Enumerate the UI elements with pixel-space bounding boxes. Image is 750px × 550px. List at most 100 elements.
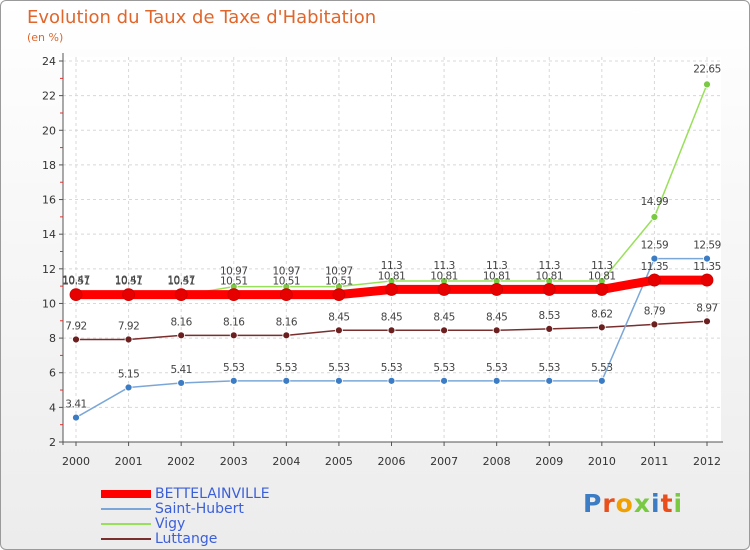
data-label: 11.35: [693, 261, 721, 273]
legend-item: Saint-Hubert: [101, 501, 321, 517]
data-label: 10.97: [220, 266, 248, 278]
data-point: [124, 383, 133, 392]
data-label: 10.97: [325, 266, 353, 278]
y-tick-label: 10: [42, 297, 56, 310]
data-point: [650, 320, 659, 329]
data-label: 8.45: [486, 311, 507, 323]
data-label: 5.53: [223, 362, 244, 374]
data-label: 5.15: [118, 368, 139, 380]
data-point: [700, 273, 714, 287]
data-label: 8.79: [644, 305, 665, 317]
data-label: 14.99: [641, 196, 669, 208]
data-point: [703, 317, 711, 326]
y-tick-label: 24: [42, 55, 56, 68]
data-label: 11.3: [381, 260, 402, 272]
data-label: 5.53: [433, 362, 454, 374]
data-point: [69, 288, 83, 302]
data-label: 8.45: [381, 311, 402, 323]
data-point: [703, 80, 711, 89]
data-point: [227, 288, 241, 302]
data-label: 12.59: [693, 240, 721, 252]
data-point: [282, 331, 291, 340]
data-label: 8.62: [591, 308, 612, 320]
data-point: [385, 283, 398, 296]
data-label: 10.47: [167, 274, 195, 286]
data-point: [335, 326, 343, 335]
data-point: [387, 376, 396, 385]
data-point: [282, 376, 291, 385]
data-point: [174, 288, 188, 302]
y-tick-label: 12: [42, 263, 56, 276]
x-tick-label: 2006: [378, 455, 406, 468]
data-point: [703, 254, 711, 263]
x-tick-label: 2003: [220, 455, 248, 468]
data-point: [332, 288, 346, 302]
x-tick-label: 2011: [640, 455, 668, 468]
data-label: 8.16: [276, 316, 298, 328]
data-label: 5.41: [170, 364, 191, 376]
brand-logo: Proxiti: [583, 489, 684, 518]
data-label: 8.16: [223, 316, 245, 328]
data-point: [229, 376, 238, 385]
data-label: 11.3: [539, 260, 560, 272]
data-point: [177, 379, 186, 387]
legend-item: BETTELAINVILLE: [101, 486, 321, 502]
legend-label: BETTELAINVILLE: [155, 486, 270, 502]
data-label: 12.59: [641, 240, 669, 252]
data-label: 5.53: [328, 362, 349, 374]
y-tick-label: 6: [49, 367, 56, 380]
data-point: [597, 376, 606, 385]
x-tick-label: 2007: [430, 455, 458, 468]
y-tick-label: 22: [42, 90, 56, 103]
data-label: 10.51: [220, 276, 248, 288]
data-label: 10.47: [115, 274, 143, 286]
chart-subtitle: (en %): [27, 31, 64, 44]
legend-swatch: [101, 490, 151, 498]
data-point: [72, 335, 80, 344]
data-label: 7.92: [118, 320, 139, 332]
data-label: 5.53: [276, 362, 297, 374]
data-label: 8.53: [539, 310, 560, 322]
data-point: [648, 273, 661, 287]
x-tick-label: 2002: [167, 455, 195, 468]
legend-swatch: [101, 523, 151, 525]
data-point: [387, 326, 396, 335]
data-point: [597, 323, 606, 332]
data-label: 10.81: [430, 270, 458, 282]
data-label: 22.65: [693, 63, 721, 75]
data-point: [545, 325, 554, 333]
x-tick-label: 2010: [588, 455, 616, 468]
data-label: 3.41: [65, 399, 86, 411]
data-point: [440, 376, 448, 385]
data-point: [72, 413, 80, 422]
x-tick-label: 2001: [115, 455, 143, 468]
data-label: 8.45: [328, 311, 349, 323]
data-label: 5.53: [539, 362, 560, 374]
y-tick-label: 16: [42, 194, 56, 207]
x-tick-label: 2009: [535, 455, 563, 468]
data-point: [229, 331, 238, 340]
data-point: [595, 283, 609, 296]
x-tick-label: 2000: [62, 455, 90, 468]
chart-title: Evolution du Taux de Taxe d'Habitation: [27, 7, 377, 28]
legend-swatch: [101, 538, 151, 540]
data-point: [650, 254, 659, 263]
data-point: [437, 283, 451, 296]
data-label: 5.53: [591, 362, 612, 374]
legend-item: Luttange: [101, 531, 321, 547]
data-point: [122, 288, 135, 302]
legend-swatch: [101, 508, 151, 510]
y-tick-label: 8: [49, 332, 56, 345]
x-tick-label: 2008: [483, 455, 511, 468]
data-point: [492, 326, 501, 335]
data-point: [335, 376, 343, 385]
data-label: 10.81: [378, 270, 406, 282]
data-point: [545, 376, 554, 385]
data-label: 11.3: [433, 260, 454, 272]
data-label: 10.51: [273, 276, 301, 288]
data-label: 10.51: [62, 276, 90, 288]
data-point: [124, 335, 133, 344]
data-label: 10.81: [588, 270, 616, 282]
